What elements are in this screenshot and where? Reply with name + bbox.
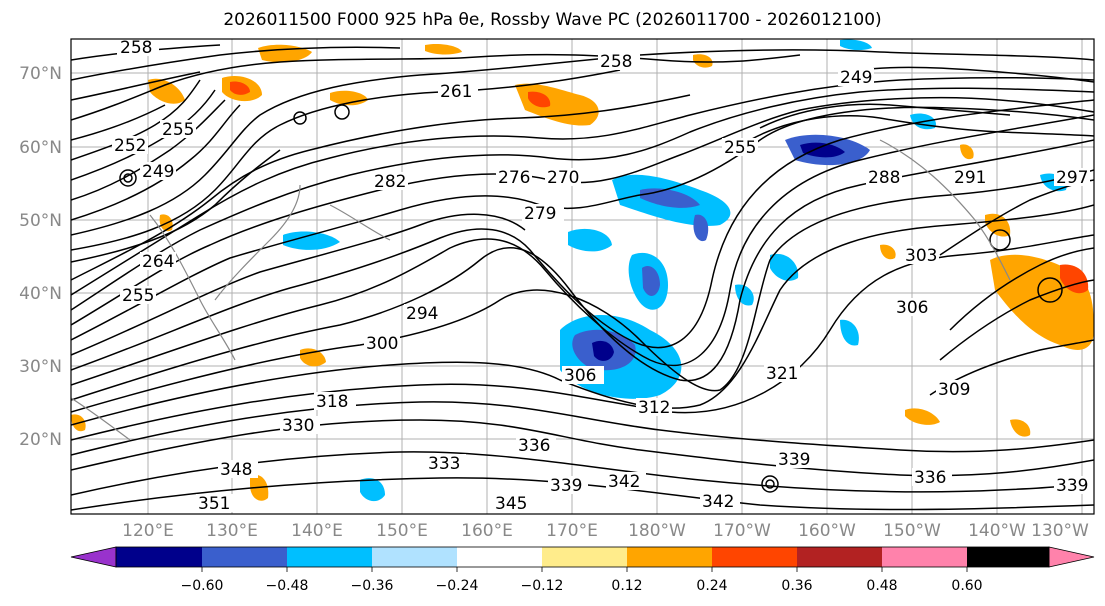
contour-label: 282: [374, 172, 406, 192]
contour-label: 339: [778, 450, 810, 470]
lat-label: 40°N: [19, 284, 62, 304]
lon-label: 150°E: [376, 521, 428, 541]
contour-label: 348: [220, 460, 252, 480]
colorbar-segment: [287, 547, 372, 567]
coastlines: [71, 139, 1011, 441]
contour-label: 279: [524, 204, 556, 224]
lon-label: 130°E: [206, 521, 258, 541]
lat-label: 50°N: [19, 211, 62, 231]
colorbar-segment: [542, 547, 627, 567]
contour-label: 351: [198, 494, 230, 514]
colorbar-extend-low: [70, 546, 117, 568]
colorbar-segment: [116, 547, 202, 567]
contour-label: 333: [428, 454, 460, 474]
contour-label: 342: [608, 472, 640, 492]
latitude-labels: 70°N 60°N 50°N 40°N 30°N 20°N: [19, 64, 62, 450]
lat-label: 70°N: [19, 64, 62, 84]
colorbar-tick-label: −0.60: [181, 578, 224, 594]
map-border: [70, 38, 1095, 515]
colorbar-segment: [712, 547, 797, 567]
contour-label: 255: [122, 286, 154, 306]
contour-label: 252: [114, 136, 146, 156]
contour-label: 300: [366, 334, 398, 354]
colorbar-tick-label: −0.24: [436, 578, 479, 594]
contour-label: 336: [518, 436, 550, 456]
lon-label: 140°E: [291, 521, 343, 541]
colorbar-segment: [457, 547, 542, 567]
colorbar-segment: [882, 547, 967, 567]
lat-label: 20°N: [19, 430, 62, 450]
contour-label: 330: [282, 416, 314, 436]
colorbar-segment: [372, 547, 457, 567]
lon-label: 160°E: [461, 521, 513, 541]
colorbar-tick-label: −0.36: [351, 578, 394, 594]
colorbar-tick-label: −0.12: [521, 578, 564, 594]
contour-label: 312: [638, 398, 670, 418]
lon-label: 140°W: [968, 521, 1026, 541]
colorbar-tick-label: 0.24: [696, 578, 727, 594]
contour-label-group: 258 258 249 261 255 252 249 282 276 270 …: [112, 38, 1094, 514]
contour-label: 294: [406, 304, 438, 324]
colorbar-segment: [967, 547, 1049, 567]
contour-label: 264: [142, 252, 174, 272]
lon-label: 130°W: [1031, 521, 1089, 541]
lon-label: 160°W: [798, 521, 856, 541]
positive-anomaly-shading: [71, 43, 1094, 501]
negative-anomaly-shading: [283, 39, 1067, 502]
colorbar-extend-high: [1048, 546, 1095, 568]
contour-label: 249: [840, 68, 872, 88]
contour-label: 306: [896, 298, 928, 318]
contour-label: 258: [600, 52, 632, 72]
colorbar-segment: [627, 547, 712, 567]
colorbar-tick-label: 0.36: [781, 578, 812, 594]
contour-label: 258: [120, 38, 152, 58]
contour-label: 276: [498, 168, 530, 188]
contour-label: 321: [766, 364, 798, 384]
map-title: 2026011500 F000 925 hPa θe, Rossby Wave …: [223, 10, 882, 30]
contour-label: 249: [142, 162, 174, 182]
contour-label: 291: [954, 168, 986, 188]
lat-label: 30°N: [19, 357, 62, 377]
colorbar: −0.60 −0.48 −0.36 −0.24 −0.12 0.12 0.24 …: [70, 546, 1095, 594]
lon-label: 180°W: [628, 521, 686, 541]
contour-label: 255: [724, 138, 756, 158]
lon-label: 170°E: [546, 521, 598, 541]
colorbar-segment: [202, 547, 287, 567]
contour-label: 336: [914, 468, 946, 488]
colorbar-tick-label: −0.48: [266, 578, 309, 594]
contour-label: 342: [702, 492, 734, 512]
contour-label: 306: [564, 366, 596, 386]
theta-e-contours: [71, 44, 1094, 511]
colorbar-tick-label: 0.12: [611, 578, 642, 594]
lon-label: 170°W: [713, 521, 771, 541]
contour-label: 339: [1056, 476, 1088, 496]
contour-label: 270: [547, 168, 579, 188]
longitude-labels: 120°E 130°E 140°E 150°E 160°E 170°E 180°…: [122, 521, 1089, 541]
colorbar-tick-label: 0.60: [951, 578, 982, 594]
colorbar-tick-label: 0.48: [866, 578, 897, 594]
lon-label: 120°E: [122, 521, 174, 541]
contour-label: 318: [316, 392, 348, 412]
contour-label: 297: [1056, 168, 1088, 188]
contour-label: 255: [162, 120, 194, 140]
contour-label: 309: [938, 380, 970, 400]
lat-label: 60°N: [19, 138, 62, 158]
contour-label: 261: [440, 82, 472, 102]
colorbar-segment: [797, 547, 882, 567]
contour-label: 303: [905, 246, 937, 266]
colorbar-outline: [115, 546, 1050, 568]
contour-label: 288: [868, 168, 900, 188]
contour-label: 345: [495, 494, 527, 514]
map-fields: 258 258 249 261 255 252 249 282 276 270 …: [71, 38, 1094, 514]
contour-label: 339: [550, 476, 582, 496]
lon-label: 150°W: [883, 521, 941, 541]
